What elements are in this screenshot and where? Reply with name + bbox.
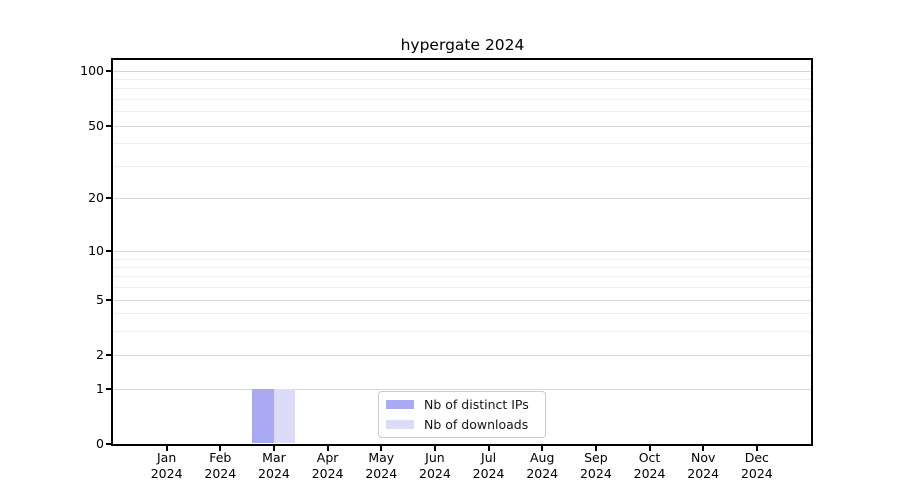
x-axis-label-year: 2024 <box>633 466 666 481</box>
major-gridline <box>113 299 811 301</box>
x-axis-label: Jun 2024 <box>408 450 462 482</box>
minor-gridline <box>113 166 811 167</box>
major-gridline <box>113 251 811 253</box>
x-axis-label-month: Apr <box>316 450 339 465</box>
minor-gridline <box>113 258 811 260</box>
x-axis-label-month: Nov <box>690 450 716 465</box>
x-axis-label-year: 2024 <box>311 466 344 481</box>
x-axis-label: May 2024 <box>354 450 408 482</box>
x-axis-label-year: 2024 <box>740 466 773 481</box>
x-axis-tick <box>380 445 383 451</box>
minor-gridline <box>113 98 811 100</box>
x-axis-label-month: Jan <box>157 450 177 465</box>
x-axis-tick <box>272 445 275 451</box>
y-axis-label: 20 <box>88 190 104 205</box>
x-axis-label-month: Feb <box>209 450 232 465</box>
x-axis-tick <box>594 445 597 451</box>
bar-downloads <box>273 388 296 444</box>
y-axis-label: 100 <box>80 62 104 78</box>
x-axis-label: Aug 2024 <box>515 450 569 482</box>
y-axis-label: 5 <box>96 291 104 307</box>
x-axis-tick <box>648 445 651 451</box>
x-axis-tick <box>541 445 544 451</box>
x-axis-tick <box>487 445 490 451</box>
minor-gridline <box>113 330 811 332</box>
x-axis-tick <box>219 445 222 451</box>
x-axis-label: Nov 2024 <box>676 450 730 482</box>
x-axis-label-year: 2024 <box>526 466 559 481</box>
x-axis-tick <box>702 445 705 451</box>
x-axis-label-month: Jul <box>481 450 497 465</box>
x-axis-label-year: 2024 <box>579 466 612 481</box>
legend-swatch <box>386 400 414 409</box>
y-axis-label: 2 <box>96 347 104 363</box>
x-axis-tick <box>165 445 168 451</box>
minor-gridline <box>113 313 811 315</box>
x-axis-label-month: Aug <box>530 450 555 465</box>
x-axis-label-month: Jun <box>425 450 445 465</box>
y-axis-label: 10 <box>88 243 104 259</box>
plot-area <box>111 58 813 446</box>
x-axis-label: Dec 2024 <box>730 450 784 482</box>
major-gridline <box>113 388 811 390</box>
x-axis-tick <box>326 445 329 451</box>
x-axis-label-month: Mar <box>262 450 286 465</box>
minor-gridline <box>113 276 811 278</box>
major-gridline <box>113 198 811 199</box>
y-axis-label: 0 <box>96 435 104 451</box>
x-axis-label-month: Oct <box>638 450 661 465</box>
legend-item: Nb of downloads <box>386 417 545 432</box>
x-axis-tick <box>755 445 758 451</box>
bar-distinct-ips <box>252 388 274 444</box>
x-axis-label: Apr 2024 <box>301 450 355 482</box>
x-axis-label: Oct 2024 <box>623 450 677 482</box>
legend-box: Nb of distinct IPs Nb of downloads <box>378 391 546 438</box>
minor-gridline <box>113 266 811 268</box>
chart-title: hypergate 2024 <box>400 36 525 54</box>
major-gridline <box>113 125 811 127</box>
y-axis-tick <box>106 354 111 357</box>
x-axis-label-year: 2024 <box>204 466 237 481</box>
x-axis-label: Feb 2024 <box>193 450 247 482</box>
x-axis-tick <box>433 445 436 451</box>
minor-gridline <box>113 111 811 113</box>
legend-swatch <box>386 420 414 429</box>
x-axis-label: Jan 2024 <box>140 450 194 482</box>
x-axis-label-year: 2024 <box>472 466 505 481</box>
x-axis-label-month: Sep <box>584 450 608 465</box>
x-axis-label-month: May <box>368 450 395 465</box>
y-axis-tick <box>106 197 111 199</box>
x-axis-label-month: Dec <box>744 450 769 465</box>
major-gridline <box>113 355 811 357</box>
y-axis-tick <box>106 442 111 445</box>
x-axis-label: Sep 2024 <box>569 450 623 482</box>
y-axis-label: 1 <box>96 380 104 396</box>
y-axis-label: 50 <box>88 117 104 133</box>
y-axis-tick <box>106 387 111 390</box>
y-axis-tick <box>106 124 111 127</box>
minor-gridline <box>113 88 811 90</box>
major-gridline <box>113 70 811 72</box>
legend-item-label: Nb of distinct IPs <box>424 397 529 412</box>
y-axis-tick <box>106 250 111 253</box>
y-axis-tick <box>106 69 111 72</box>
x-axis-label: Mar 2024 <box>247 450 301 482</box>
legend-item-label: Nb of downloads <box>424 417 529 432</box>
x-axis-label-year: 2024 <box>365 466 398 481</box>
x-axis-label: Jul 2024 <box>462 450 516 482</box>
x-axis-label-year: 2024 <box>258 466 290 481</box>
minor-gridline <box>113 143 811 145</box>
minor-gridline <box>113 78 811 80</box>
legend-item: Nb of distinct IPs <box>386 397 545 412</box>
minor-gridline <box>113 287 811 289</box>
x-axis-label-year: 2024 <box>150 466 183 481</box>
x-axis-label-year: 2024 <box>419 466 451 481</box>
y-axis-tick <box>106 298 111 301</box>
x-axis-label-year: 2024 <box>687 466 720 481</box>
